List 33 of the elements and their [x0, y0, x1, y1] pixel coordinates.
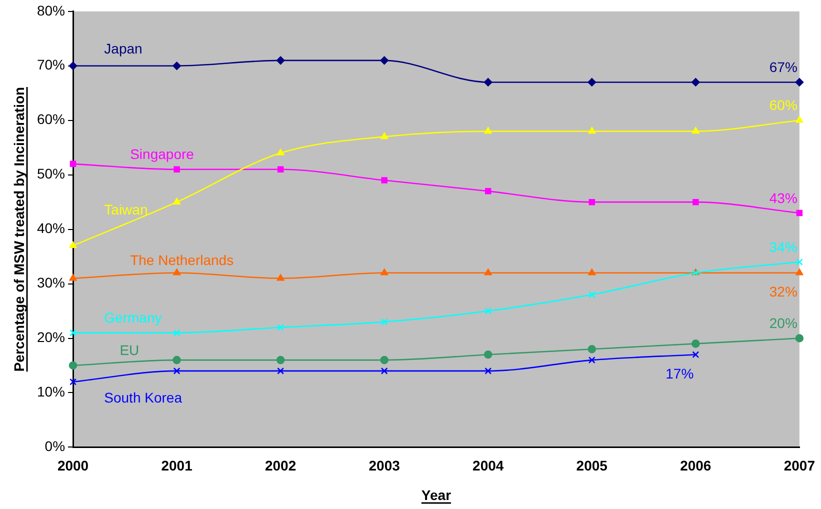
data-label: 34%	[769, 238, 798, 255]
y-tick-label: 20%	[36, 329, 66, 346]
series-label: EU	[120, 342, 140, 358]
data-label: 67%	[769, 59, 798, 76]
data-label: 17%	[666, 365, 694, 382]
x-tick-label: 2000	[57, 457, 89, 474]
series-label: Taiwan	[104, 201, 148, 218]
y-tick-label: 10%	[36, 384, 66, 400]
series-label: South Korea	[104, 389, 182, 406]
x-tick-label: 2005	[576, 457, 608, 474]
x-tick-label: 2004	[472, 457, 504, 474]
y-tick-label: 50%	[36, 166, 66, 182]
data-label: 60%	[769, 97, 798, 114]
y-tick-label: 40%	[36, 220, 66, 236]
y-tick-label: 70%	[36, 56, 66, 73]
data-label: 32%	[769, 284, 798, 300]
y-tick-label: 0%	[44, 438, 66, 454]
x-tick-label: 2006	[680, 457, 712, 474]
series-label: The Netherlands	[130, 252, 234, 268]
series-label: Japan	[104, 40, 142, 57]
series-label: Singapore	[130, 146, 194, 162]
y-axis-title: Percentage of MSW treated by Incineration	[11, 86, 27, 372]
y-tick-label: 60%	[36, 111, 66, 128]
data-label: 43%	[769, 190, 798, 206]
x-tick-label: 2007	[784, 457, 816, 474]
x-tick-label: 2003	[368, 457, 400, 474]
x-axis-title: Year	[421, 487, 452, 503]
x-tick-label: 2002	[264, 457, 296, 474]
y-tick-label: 30%	[36, 274, 66, 291]
series-label: Germany	[104, 310, 162, 326]
y-tick-label: 80%	[36, 2, 66, 18]
data-label: 20%	[769, 315, 798, 332]
x-tick-label: 2001	[161, 457, 193, 474]
